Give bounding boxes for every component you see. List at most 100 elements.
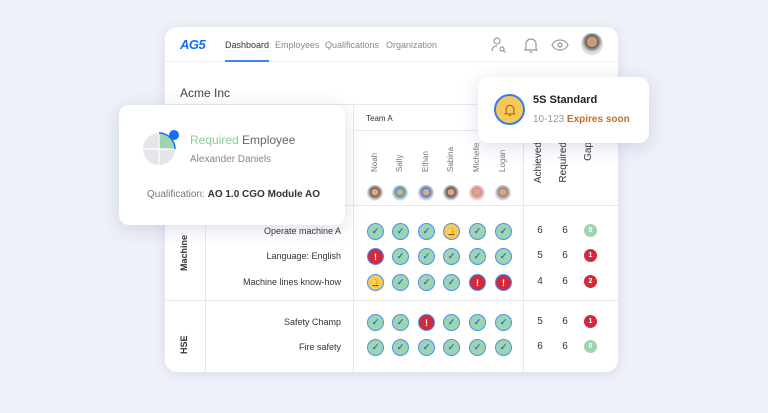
achieved-value: 6 [537, 341, 543, 352]
gap-badge: 2 [584, 275, 597, 288]
qualification-cell[interactable]: ✓ [392, 274, 409, 291]
check-icon: ✓ [473, 226, 482, 236]
qualification-cell[interactable]: ✓ [469, 339, 486, 356]
qualification-label: Machine lines know-how [242, 277, 341, 287]
gap-badge: 1 [584, 315, 597, 328]
employee-avatar[interactable] [418, 185, 434, 201]
qualification-label: Safety Champ [283, 317, 341, 327]
check-icon: ✓ [473, 317, 482, 327]
qualification-cell[interactable]: ✓ [443, 314, 460, 331]
employee-name-header: Sally [395, 154, 404, 172]
employee-name-header: Noah [370, 152, 379, 172]
qualification-cell[interactable]: ! [469, 274, 486, 291]
qualification-cell[interactable]: ! [367, 248, 384, 265]
employee-name-header: Ethan [421, 151, 430, 172]
team-label: Team A [366, 114, 393, 123]
gap-badge: 1 [584, 249, 597, 262]
user-search-icon[interactable] [490, 36, 508, 54]
employee-name: Alexander Daniels [190, 154, 272, 165]
qualification-cell[interactable]: ✓ [392, 314, 409, 331]
employee-avatar[interactable] [392, 185, 408, 201]
qualification-cell[interactable]: ✓ [495, 223, 512, 240]
qualification-cell[interactable]: ! [495, 274, 512, 291]
employee-avatar[interactable] [443, 185, 459, 201]
employee-name-header: Michelle [472, 142, 481, 172]
stat-header-required: Required [558, 142, 569, 183]
check-icon: ✓ [447, 317, 456, 327]
bell-icon: 🔔 [447, 228, 456, 236]
qualification-cell[interactable]: ✓ [469, 314, 486, 331]
qualification-cell[interactable]: ✓ [367, 339, 384, 356]
qualification-cell[interactable]: ✓ [443, 339, 460, 356]
check-icon: ✓ [447, 277, 456, 287]
standard-status-line: 10-123 Expires soon [533, 114, 630, 125]
qualification-cell[interactable]: ✓ [367, 223, 384, 240]
check-icon: ✓ [396, 277, 405, 287]
alert-icon: ! [502, 277, 505, 288]
gap-badge: 0 [584, 224, 597, 237]
qualification-value: AO 1.0 CGO Module AO [207, 189, 321, 200]
required-value: 6 [562, 341, 568, 352]
alert-icon: ! [374, 251, 377, 262]
company-name: Acme Inc [180, 86, 231, 100]
qualification-cell[interactable]: ! [418, 314, 435, 331]
check-icon: ✓ [396, 226, 405, 236]
avatar[interactable] [581, 33, 603, 55]
check-icon: ✓ [396, 342, 405, 352]
required-value: 6 [562, 225, 568, 236]
check-icon: ✓ [396, 317, 405, 327]
qualification-label: Qualification: [147, 189, 205, 200]
qualification-cell[interactable]: ✓ [469, 248, 486, 265]
check-icon: ✓ [371, 342, 380, 352]
check-icon: ✓ [499, 317, 508, 327]
qualification-line: Qualification: AO 1.0 CGO Module AO [147, 189, 320, 200]
qualification-label: Fire safety [298, 342, 341, 352]
qualification-cell[interactable]: ✓ [495, 314, 512, 331]
alert-icon: ! [425, 317, 428, 328]
group-label: Machine [179, 234, 189, 271]
tab-dashboard[interactable]: Dashboard [225, 40, 270, 62]
employee-label: Employee [242, 133, 296, 147]
eye-icon[interactable] [551, 36, 569, 54]
check-icon: ✓ [447, 342, 456, 352]
check-icon: ✓ [371, 317, 380, 327]
employee-avatar[interactable] [495, 185, 511, 201]
qualification-cell[interactable]: ✓ [495, 339, 512, 356]
required-value: 6 [562, 250, 568, 261]
achieved-value: 4 [537, 276, 543, 287]
bell-icon: 🔔 [371, 279, 380, 287]
tab-employees[interactable]: Employees [275, 40, 320, 50]
qualification-cell[interactable]: ✓ [418, 248, 435, 265]
qualification-cell[interactable]: ✓ [469, 223, 486, 240]
alert-icon: ! [476, 277, 479, 288]
qualification-cell[interactable]: ✓ [443, 274, 460, 291]
standard-title: 5S Standard [533, 94, 598, 106]
qualification-label: Operate machine A [263, 226, 341, 236]
stat-header-gap: Gap [583, 142, 594, 161]
required-value: 6 [562, 316, 568, 327]
check-icon: ✓ [422, 226, 431, 236]
qualification-cell[interactable]: 🔔 [443, 223, 460, 240]
qualification-cell[interactable]: 🔔 [367, 274, 384, 291]
check-icon: ✓ [447, 251, 456, 261]
bell-icon[interactable] [522, 36, 540, 54]
qualification-cell[interactable]: ✓ [392, 248, 409, 265]
qualification-cell[interactable]: ✓ [392, 339, 409, 356]
check-icon: ✓ [499, 251, 508, 261]
qualification-cell[interactable]: ✓ [418, 274, 435, 291]
qualification-cell[interactable]: ✓ [367, 314, 384, 331]
employee-name-header: Sabina [446, 147, 455, 172]
stat-header-achieved: Achieved [533, 142, 544, 184]
qualification-cell[interactable]: ✓ [443, 248, 460, 265]
employee-popup: Required Employee Alexander Daniels Qual… [119, 105, 345, 225]
check-icon: ✓ [422, 251, 431, 261]
tab-qualifications[interactable]: Qualifications [325, 40, 380, 50]
qualification-cell[interactable]: ✓ [418, 339, 435, 356]
employee-avatar[interactable] [469, 185, 485, 201]
tab-organization[interactable]: Organization [386, 40, 438, 50]
qualification-cell[interactable]: ✓ [392, 223, 409, 240]
qualification-cell[interactable]: ✓ [418, 223, 435, 240]
employee-avatar[interactable] [367, 185, 383, 201]
check-icon: ✓ [499, 342, 508, 352]
qualification-cell[interactable]: ✓ [495, 248, 512, 265]
